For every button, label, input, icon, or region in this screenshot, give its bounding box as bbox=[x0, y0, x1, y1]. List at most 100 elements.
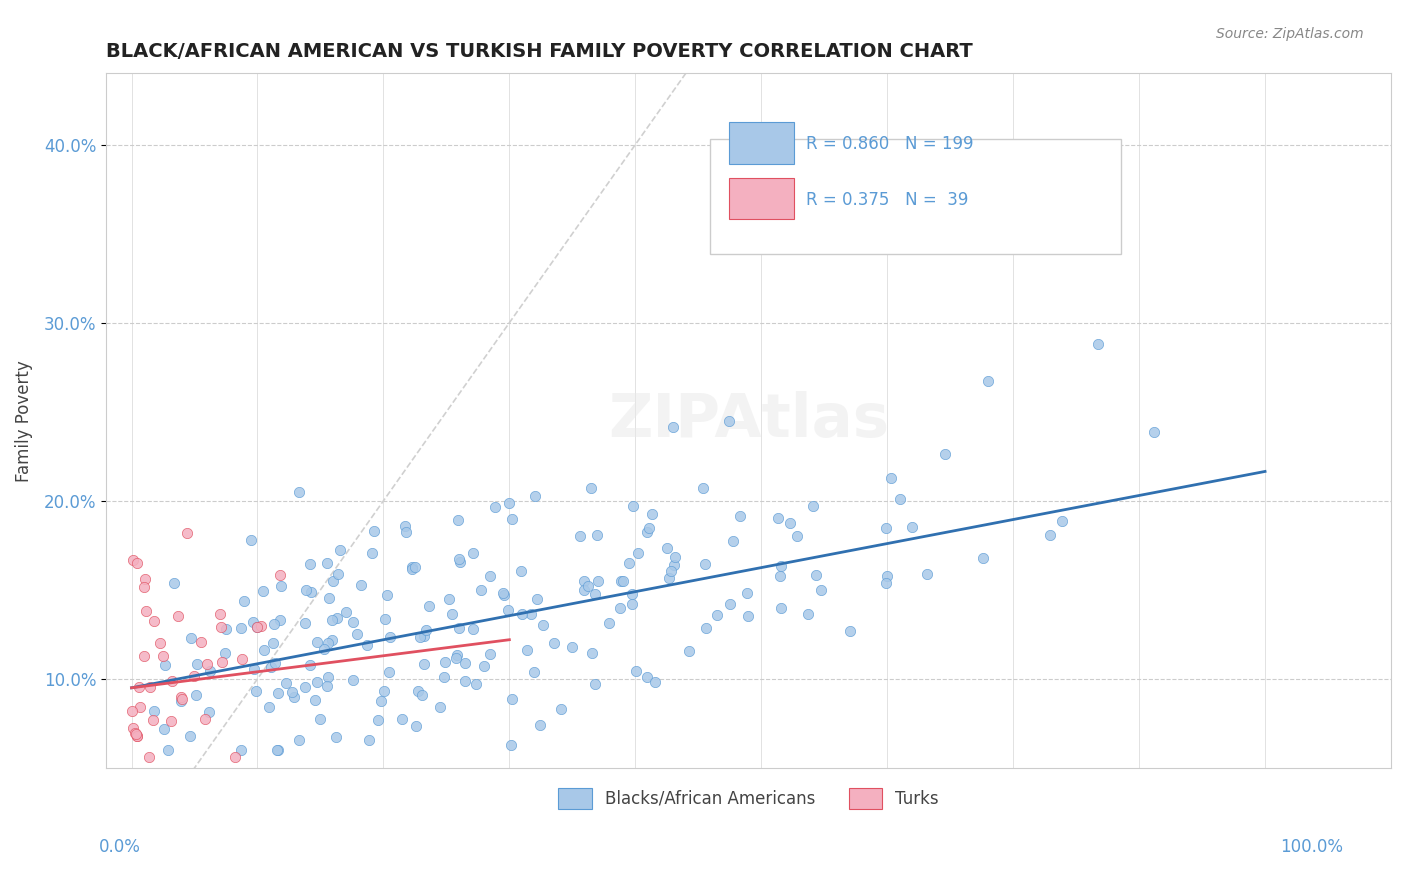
Point bbox=[304, 693, 326, 707]
Point bbox=[298, 658, 321, 673]
Point bbox=[394, 524, 416, 539]
Point bbox=[735, 586, 758, 600]
Point bbox=[838, 624, 860, 638]
Text: 100.0%: 100.0% bbox=[1279, 838, 1343, 856]
Point bbox=[1052, 514, 1074, 528]
Point bbox=[678, 644, 700, 658]
Point bbox=[134, 648, 156, 663]
Legend: Blacks/African Americans, Turks: Blacks/African Americans, Turks bbox=[551, 781, 946, 815]
Point bbox=[576, 579, 599, 593]
Point bbox=[198, 665, 221, 679]
Point bbox=[581, 481, 603, 495]
Point bbox=[561, 640, 583, 655]
Point bbox=[316, 636, 339, 650]
Text: BLACK/AFRICAN AMERICAN VS TURKISH FAMILY POVERTY CORRELATION CHART: BLACK/AFRICAN AMERICAN VS TURKISH FAMILY… bbox=[107, 42, 973, 61]
Point bbox=[357, 732, 380, 747]
Point bbox=[766, 511, 789, 525]
Point bbox=[269, 568, 291, 582]
Point bbox=[169, 690, 191, 705]
Point bbox=[294, 615, 316, 630]
Point bbox=[378, 665, 401, 679]
Point bbox=[288, 732, 311, 747]
Point bbox=[609, 601, 631, 615]
Point bbox=[977, 374, 1000, 388]
Point bbox=[621, 597, 644, 611]
Point bbox=[1087, 336, 1109, 351]
Point bbox=[266, 743, 288, 757]
Point bbox=[270, 579, 292, 593]
Point bbox=[179, 729, 201, 743]
Point bbox=[307, 675, 329, 690]
Point bbox=[533, 617, 555, 632]
Point bbox=[391, 712, 413, 726]
Point bbox=[335, 605, 357, 619]
Point bbox=[246, 620, 269, 634]
Point bbox=[253, 643, 276, 657]
Point bbox=[356, 638, 378, 652]
Point bbox=[180, 779, 202, 793]
Point bbox=[346, 627, 368, 641]
Point bbox=[139, 680, 162, 694]
Text: R = 0.375   N =  39: R = 0.375 N = 39 bbox=[807, 191, 969, 209]
Point bbox=[411, 688, 433, 702]
FancyBboxPatch shape bbox=[730, 122, 793, 164]
Point bbox=[470, 583, 492, 598]
Point bbox=[405, 719, 427, 733]
Point bbox=[298, 557, 321, 571]
Point bbox=[190, 634, 212, 648]
Point bbox=[412, 629, 434, 643]
Point bbox=[1039, 528, 1062, 542]
Point bbox=[695, 558, 717, 572]
Point bbox=[449, 551, 471, 566]
Point bbox=[769, 559, 792, 574]
Point bbox=[478, 648, 501, 662]
Point bbox=[160, 673, 183, 688]
Point bbox=[229, 621, 252, 635]
Point bbox=[250, 618, 273, 632]
Point bbox=[664, 550, 686, 565]
Point bbox=[186, 657, 208, 671]
Point bbox=[224, 750, 246, 764]
Point bbox=[316, 679, 339, 693]
Point bbox=[464, 677, 486, 691]
Point bbox=[446, 648, 468, 662]
Point bbox=[295, 583, 318, 598]
Point bbox=[128, 680, 150, 694]
Point bbox=[876, 569, 898, 583]
Point bbox=[721, 533, 744, 548]
Point bbox=[638, 521, 661, 535]
Point bbox=[569, 529, 592, 543]
Point bbox=[373, 684, 395, 698]
Point bbox=[408, 630, 430, 644]
Point bbox=[498, 603, 520, 617]
Point bbox=[360, 546, 382, 560]
Point bbox=[153, 657, 176, 672]
Point bbox=[243, 662, 266, 676]
Point bbox=[484, 500, 506, 514]
Point bbox=[437, 591, 460, 606]
Point bbox=[281, 684, 304, 698]
Point bbox=[737, 608, 759, 623]
Text: 0.0%: 0.0% bbox=[98, 838, 141, 856]
Point bbox=[176, 525, 198, 540]
Point bbox=[394, 519, 416, 533]
Point bbox=[377, 588, 399, 602]
Text: Source: ZipAtlas.com: Source: ZipAtlas.com bbox=[1216, 27, 1364, 41]
Point bbox=[142, 614, 165, 628]
Point bbox=[262, 636, 284, 650]
Point bbox=[163, 576, 186, 591]
Point bbox=[636, 670, 658, 684]
Point bbox=[433, 670, 456, 684]
Point bbox=[586, 528, 609, 542]
Point bbox=[124, 726, 146, 740]
Point bbox=[806, 567, 828, 582]
Point bbox=[621, 499, 644, 513]
Point bbox=[121, 704, 143, 718]
Point bbox=[316, 556, 339, 570]
Point bbox=[510, 607, 533, 622]
Point bbox=[572, 582, 595, 597]
Point bbox=[148, 636, 170, 650]
Point bbox=[586, 574, 609, 588]
Point bbox=[308, 712, 330, 726]
Point bbox=[479, 568, 502, 582]
